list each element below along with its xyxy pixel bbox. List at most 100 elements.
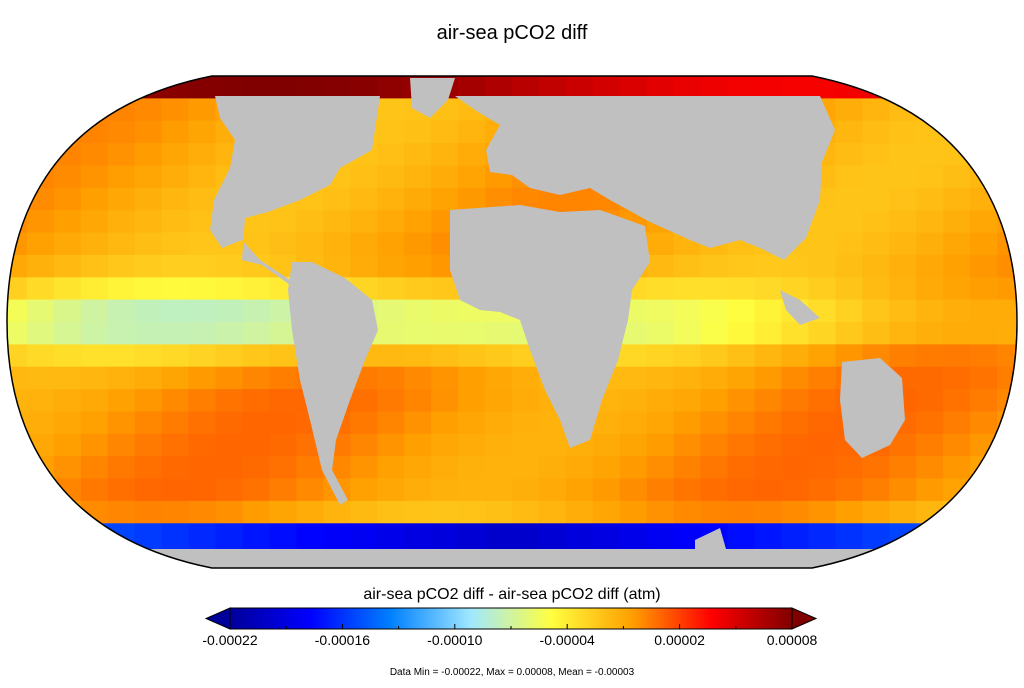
field-cell	[700, 344, 729, 368]
field-cell	[592, 411, 621, 435]
field-cell	[485, 500, 513, 524]
field-cell	[188, 500, 217, 524]
field-cell	[404, 433, 432, 457]
field-cell	[835, 187, 863, 211]
field-cell	[188, 277, 217, 301]
field-cell	[53, 98, 82, 122]
field-cell	[215, 299, 244, 323]
field-cell	[431, 500, 459, 524]
field-cell	[808, 366, 836, 390]
field-cell	[188, 366, 217, 390]
field-cell	[404, 187, 432, 211]
field-cell	[835, 254, 863, 278]
field-cell	[538, 523, 567, 547]
field-cell	[26, 500, 55, 524]
field-cell	[188, 523, 217, 547]
field-cell	[970, 389, 998, 413]
field-cell	[916, 187, 944, 211]
field-cell	[673, 523, 702, 547]
field-cell	[80, 389, 109, 413]
colorbar-extend-high	[791, 607, 818, 630]
field-cell	[619, 523, 648, 547]
field-cell	[161, 187, 190, 211]
field-cell	[673, 299, 702, 323]
field-cell	[754, 478, 782, 502]
field-cell	[458, 523, 486, 547]
field-cell	[538, 456, 567, 480]
field-cell	[404, 120, 432, 144]
field-cell	[673, 456, 702, 480]
field-cell	[458, 143, 486, 167]
field-cell	[781, 322, 809, 345]
field-cell	[404, 411, 432, 435]
field-cell	[808, 254, 836, 278]
field-cell	[943, 254, 971, 278]
field-cell	[970, 277, 998, 301]
field-cell	[80, 232, 109, 256]
field-cell	[350, 210, 378, 234]
field-cell	[727, 76, 756, 99]
field-cell	[512, 523, 540, 547]
field-cell	[431, 120, 459, 144]
field-cell	[107, 120, 136, 144]
field-cell	[53, 187, 82, 211]
field-cell	[431, 389, 459, 413]
field-cell	[458, 433, 486, 457]
field-cell	[53, 232, 82, 256]
field-cell	[107, 389, 136, 413]
field-cell	[997, 143, 1017, 167]
field-cell	[889, 98, 917, 122]
field-cell	[242, 389, 270, 413]
field-cell	[565, 478, 594, 502]
field-cell	[134, 411, 163, 435]
field-cell	[646, 456, 675, 480]
field-cell	[269, 433, 297, 457]
field-cell	[512, 456, 540, 480]
field-cell	[7, 433, 28, 457]
field-cell	[188, 254, 217, 278]
field-cell	[134, 254, 163, 278]
field-cell	[538, 76, 567, 99]
field-cell	[835, 523, 863, 547]
field-cell	[377, 478, 405, 502]
field-cell	[7, 98, 28, 122]
field-cell	[485, 523, 513, 547]
field-cell	[835, 98, 863, 122]
field-cell	[916, 232, 944, 256]
field-cell	[188, 299, 217, 323]
field-cell	[916, 456, 944, 480]
field-cell	[377, 456, 405, 480]
field-cell	[80, 545, 109, 568]
field-cell	[619, 456, 648, 480]
field-cell	[754, 411, 782, 435]
field-cell	[512, 500, 540, 524]
field-cell	[350, 500, 378, 524]
field-cell	[781, 389, 809, 413]
field-cell	[727, 344, 756, 368]
field-cell	[134, 232, 163, 256]
field-cell	[134, 456, 163, 480]
field-cell	[215, 478, 244, 502]
field-cell	[970, 433, 998, 457]
field-cell	[916, 389, 944, 413]
field-cell	[404, 478, 432, 502]
field-cell	[808, 411, 836, 435]
field-cell	[512, 76, 540, 99]
field-cell	[377, 165, 405, 189]
field-cell	[53, 277, 82, 301]
field-cell	[808, 76, 836, 99]
field-cell	[619, 433, 648, 457]
field-cell	[188, 389, 217, 413]
field-cell	[134, 433, 163, 457]
field-cell	[269, 344, 297, 368]
land-region	[780, 290, 820, 325]
field-cell	[727, 389, 756, 413]
field-cell	[7, 165, 28, 189]
field-cell	[754, 389, 782, 413]
field-cell	[754, 456, 782, 480]
field-cell	[26, 344, 55, 368]
field-cell	[188, 433, 217, 457]
field-cell	[970, 411, 998, 435]
field-cell	[161, 478, 190, 502]
field-cell	[7, 120, 28, 144]
